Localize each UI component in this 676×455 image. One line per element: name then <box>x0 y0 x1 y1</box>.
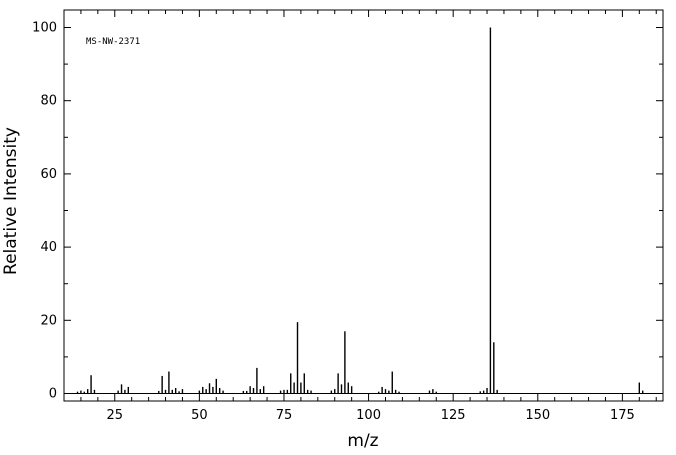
x-tick-label: 175 <box>610 408 635 423</box>
plot-frame <box>63 9 664 402</box>
x-tick-label: 125 <box>441 408 466 423</box>
y-tick-label: 20 <box>40 313 57 328</box>
y-axis-title: Relative Intensity <box>1 127 21 275</box>
x-tick-label: 150 <box>525 408 550 423</box>
x-tick-label: 100 <box>356 408 381 423</box>
x-tick-label: 50 <box>191 408 208 423</box>
x-tick-label: 75 <box>276 408 293 423</box>
spectrum-peaks <box>64 27 663 394</box>
y-tick-label: 0 <box>49 387 57 402</box>
y-tick-label: 100 <box>32 21 57 36</box>
y-tick-label: 40 <box>40 240 57 255</box>
spectrum-id-annotation: MS-NW-2371 <box>86 37 140 47</box>
y-tick-label: 60 <box>40 167 57 182</box>
y-tick-label: 80 <box>40 94 57 109</box>
x-axis-ticks: 25 50 75 100 125 150 175 <box>80 10 657 423</box>
y-axis-ticks: 0 20 40 60 80 100 <box>32 21 663 402</box>
x-axis-title: m/z <box>347 431 378 451</box>
x-tick-label: 25 <box>106 408 123 423</box>
